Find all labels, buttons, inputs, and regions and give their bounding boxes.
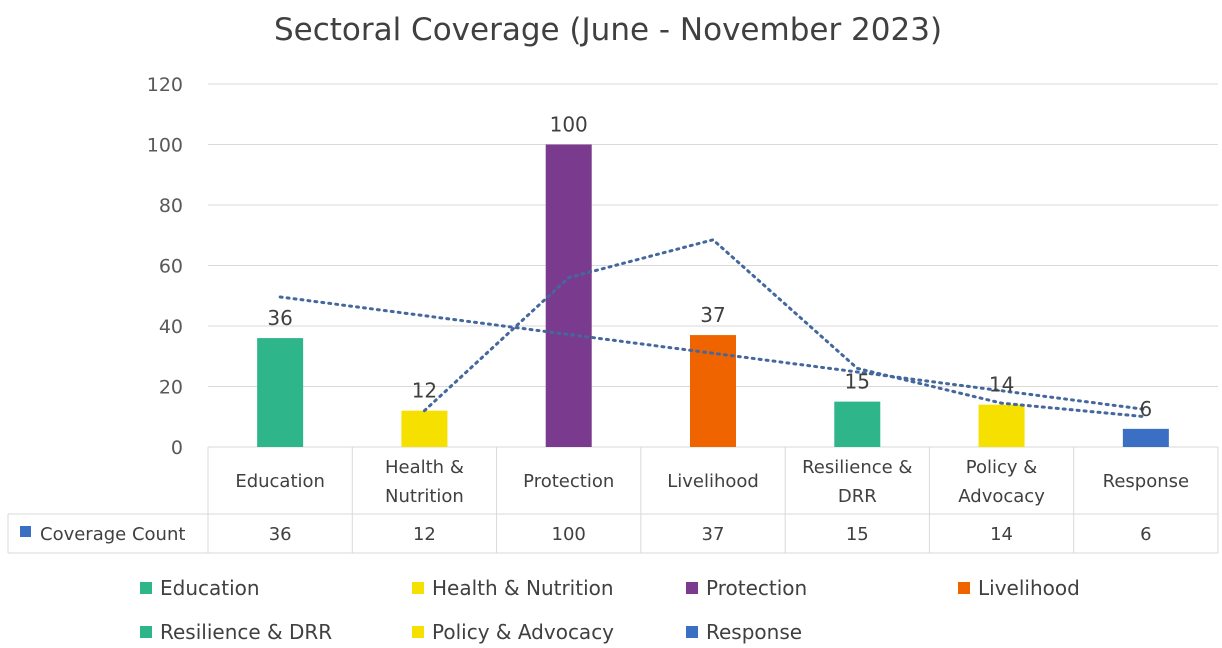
bar: [545, 144, 592, 447]
category-label: Health &: [385, 457, 464, 478]
y-tick-label: 0: [171, 437, 183, 459]
legend-label: Protection: [706, 576, 807, 600]
bar: [978, 404, 1025, 447]
legend-label: Policy & Advocacy: [432, 620, 614, 644]
chart-title: Sectoral Coverage (June - November 2023): [274, 12, 942, 48]
legend-swatch: [412, 582, 424, 594]
table-cell: 6: [1140, 524, 1151, 545]
legend-swatch: [412, 626, 424, 638]
data-label: 15: [845, 370, 870, 394]
table-cell: 100: [552, 524, 586, 545]
series-marker: [20, 526, 31, 537]
table-row-label: Coverage Count: [40, 524, 185, 545]
data-label: 37: [700, 303, 725, 327]
category-label: Resilience &: [802, 457, 912, 478]
data-label: 6: [1139, 397, 1152, 421]
y-tick-label: 80: [159, 195, 183, 217]
legend-swatch: [140, 582, 152, 594]
data-label: 100: [550, 113, 588, 137]
bar: [257, 338, 304, 447]
category-label: Protection: [523, 471, 614, 492]
category-label: Policy &: [966, 457, 1038, 478]
data-label: 36: [267, 306, 292, 330]
legend-label: Response: [706, 620, 802, 644]
category-label: Advocacy: [958, 486, 1045, 507]
legend-label: Education: [160, 576, 260, 600]
table-cell: 37: [702, 524, 725, 545]
table-cell: 36: [269, 524, 292, 545]
legend-label: Health & Nutrition: [432, 576, 614, 600]
data-label: 14: [989, 373, 1014, 397]
category-label: Livelihood: [667, 471, 759, 492]
legend-swatch: [686, 582, 698, 594]
category-label: DRR: [838, 486, 877, 507]
bar: [401, 410, 448, 447]
y-tick-label: 40: [159, 316, 183, 338]
table-cell: 12: [413, 524, 436, 545]
legend-label: Resilience & DRR: [160, 620, 332, 644]
legend-swatch: [140, 626, 152, 638]
table-cell: 15: [846, 524, 869, 545]
bar: [834, 401, 881, 447]
legend-label: Livelihood: [978, 576, 1080, 600]
bar: [1122, 428, 1169, 447]
y-tick-label: 120: [147, 74, 183, 96]
data-label: 12: [412, 379, 437, 403]
y-tick-label: 100: [147, 135, 183, 157]
category-label: Education: [235, 471, 325, 492]
legend-swatch: [958, 582, 970, 594]
category-label: Response: [1103, 471, 1189, 492]
trendline: [422, 238, 1148, 419]
category-label: Nutrition: [385, 486, 464, 507]
y-tick-label: 20: [159, 377, 183, 399]
y-tick-label: 60: [159, 256, 183, 278]
table-cell: 14: [990, 524, 1013, 545]
trendline: [278, 295, 1148, 411]
legend-swatch: [686, 626, 698, 638]
